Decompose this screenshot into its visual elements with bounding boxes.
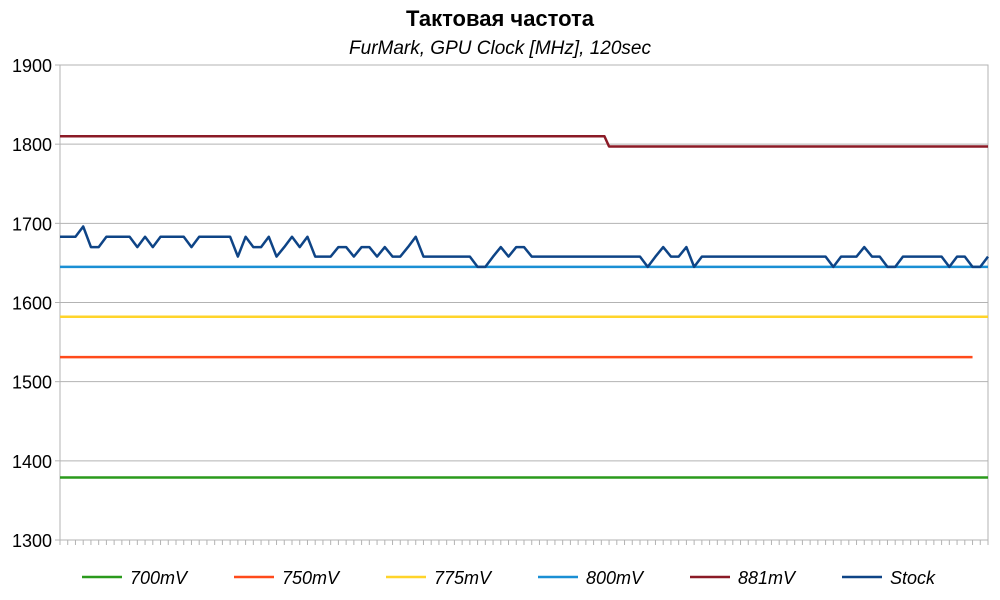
y-tick-label: 1700 bbox=[12, 214, 52, 234]
chart-title: Тактовая частота bbox=[405, 6, 595, 31]
legend-label: 800mV bbox=[586, 568, 645, 588]
y-tick-label: 1400 bbox=[12, 452, 52, 472]
legend-label: 750mV bbox=[282, 568, 341, 588]
legend-item-700mv: 700mV bbox=[82, 568, 189, 588]
y-tick-label: 1300 bbox=[12, 531, 52, 551]
legend-item-800mv: 800mV bbox=[538, 568, 645, 588]
y-tick-label: 1800 bbox=[12, 135, 52, 155]
y-tick-label: 1500 bbox=[12, 373, 52, 393]
axis-layer: 1300 1400 1500 1600 1700 1800 1900 bbox=[12, 56, 989, 551]
legend-item-750mv: 750mV bbox=[234, 568, 341, 588]
series-line-stock bbox=[60, 225, 989, 269]
legend-item-775mv: 775mV bbox=[386, 568, 493, 588]
legend-label: 700mV bbox=[130, 568, 189, 588]
series-layer bbox=[60, 135, 989, 479]
legend: 700mV 750mV 775mV 800mV 881mV Stock bbox=[82, 568, 936, 588]
chart-subtitle: FurMark, GPU Clock [MHz], 120sec bbox=[349, 38, 651, 59]
legend-label: 775mV bbox=[434, 568, 493, 588]
y-tick-label: 1900 bbox=[12, 56, 52, 76]
legend-item-881mv: 881mV bbox=[690, 568, 797, 588]
y-tick-label: 1600 bbox=[12, 294, 52, 314]
legend-item-stock: Stock bbox=[842, 568, 936, 588]
series-line-881mv bbox=[60, 135, 988, 148]
legend-label: 881mV bbox=[738, 568, 797, 588]
legend-label: Stock bbox=[890, 568, 936, 588]
